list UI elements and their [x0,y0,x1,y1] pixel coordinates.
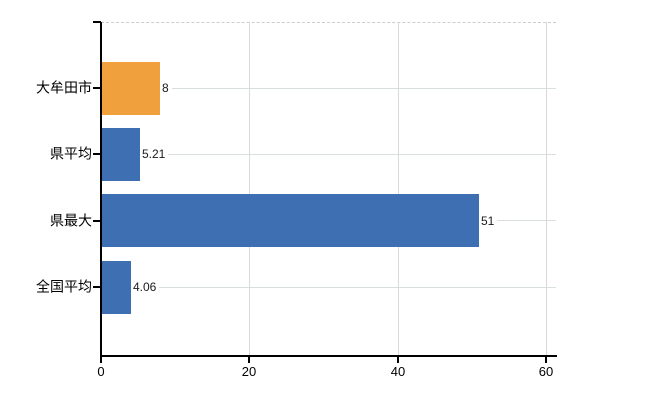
category-label: 大牟田市 [36,79,92,96]
row-gridline [168,153,556,155]
bar [102,61,160,115]
category-tick [93,153,101,156]
x-gridline [249,22,250,355]
bar-value-label: 51 [481,213,495,228]
bar-value-row: 8 [162,82,556,94]
x-tick-label: 0 [97,364,105,379]
row-gridline [171,87,556,89]
bar-value-row: 5.21 [142,148,556,160]
x-tick [397,357,399,363]
x-tick [100,357,102,363]
plot-top-border [101,22,556,23]
category-tick [93,87,101,90]
x-tick-label: 40 [390,364,406,379]
x-tick [545,357,547,363]
bar-value-label: 4.06 [133,280,157,294]
row-gridline [497,220,556,222]
bar-value-label: 5.21 [142,147,166,162]
x-gridline [398,22,399,355]
category-tick [93,219,101,222]
category-label: 全国平均 [36,278,92,295]
bar [102,260,131,314]
x-axis [100,355,557,357]
x-tick-label: 20 [241,364,257,379]
bar [102,127,140,181]
category-label: 県平均 [50,145,92,162]
bar-value-row: 4.06 [133,281,556,293]
y-axis-top-tick [93,21,101,23]
row-gridline [159,286,556,288]
x-gridline [546,22,547,355]
x-tick-label: 60 [538,364,554,379]
bar-value-row: 51 [481,215,556,227]
x-tick [248,357,250,363]
category-tick [93,286,101,288]
bar [102,194,479,248]
y-axis [100,22,102,355]
bar-value-label: 8 [162,81,169,96]
category-label: 県最大 [50,212,92,229]
